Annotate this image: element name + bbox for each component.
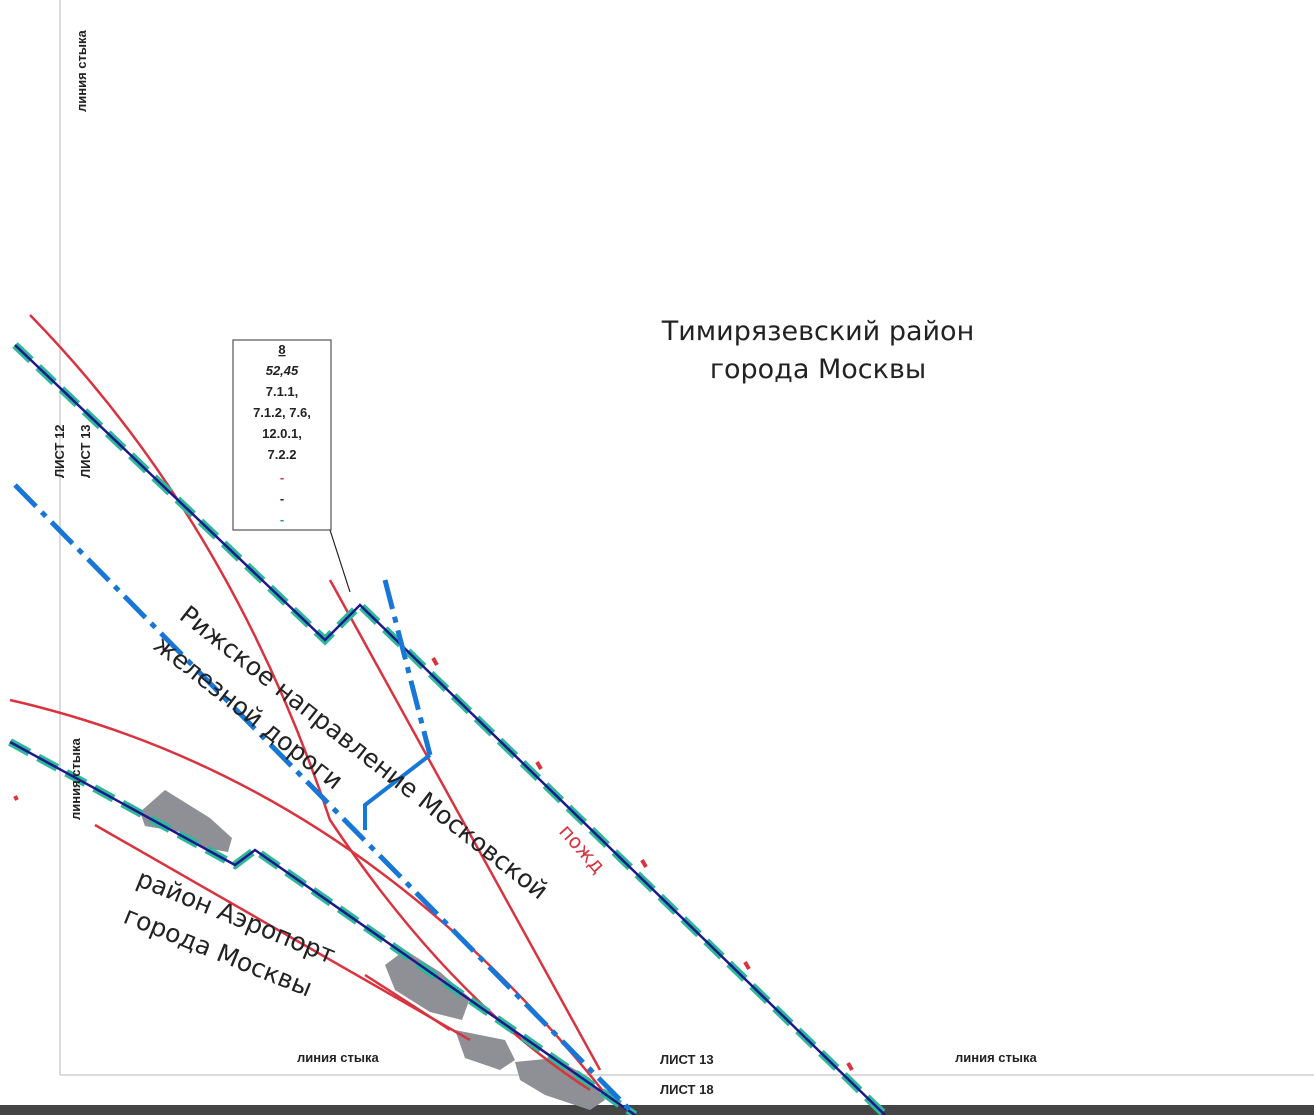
scan-bottom-edge: [0, 1105, 1314, 1115]
red-line-center-diagonal: [328, 579, 602, 1071]
district-timiryazev-label: Тимирязевский район: [661, 316, 974, 347]
district-timiryazev-label: города Москвы: [710, 354, 926, 385]
callout-code: 7.2.2: [268, 447, 297, 462]
upper-boundary: [12, 342, 888, 1115]
blue-boundary-connector: [363, 753, 432, 830]
callout-legend-marker: -: [280, 512, 284, 527]
red-tick: [535, 761, 543, 770]
lower-boundary: [8, 738, 638, 1115]
red-tick: [431, 657, 439, 666]
sheet-label: ЛИСТ 13: [660, 1052, 714, 1067]
blue-boundary-short: [382, 579, 433, 756]
blue-boundary-main: [13, 483, 632, 1112]
callout-area: 52,45: [266, 363, 299, 378]
building: [515, 1058, 605, 1110]
joint-line-label: линия стыка: [68, 738, 83, 820]
parcel-callout: 8 52,45 7.1.1, 7.1.2, 7.6, 12.0.1, 7.2.2…: [232, 339, 351, 593]
joint-line-label: линия стыка: [297, 1050, 379, 1065]
red-line-tiny: [364, 973, 451, 1032]
building: [140, 790, 232, 852]
callout-leader: [329, 529, 351, 593]
callout-code: 7.1.1,: [266, 384, 299, 399]
red-tick: [13, 795, 19, 801]
joint-line-label: линия стыка: [955, 1050, 1037, 1065]
callout-code: 7.1.2, 7.6,: [253, 405, 311, 420]
callout-number: 8: [278, 342, 285, 357]
joint-line-label: линия стыка: [74, 30, 89, 112]
callout-legend-marker: -: [280, 491, 284, 506]
building: [385, 950, 470, 1020]
callout-box: [232, 339, 332, 531]
red-line-curve-left: [29, 314, 591, 1092]
fire-label: пожд: [554, 819, 610, 878]
blue-dashdot-boundaries: [13, 483, 632, 1112]
red-tick: [846, 1062, 854, 1071]
red-tick: [640, 859, 648, 868]
sheet-label: ЛИСТ 12: [52, 424, 67, 478]
red-tick: [743, 961, 751, 970]
callout-legend-marker: -: [280, 470, 284, 485]
sheet-label: ЛИСТ 13: [78, 424, 93, 478]
callout-code: 12.0.1,: [262, 426, 302, 441]
sheet-label: ЛИСТ 18: [660, 1082, 714, 1097]
